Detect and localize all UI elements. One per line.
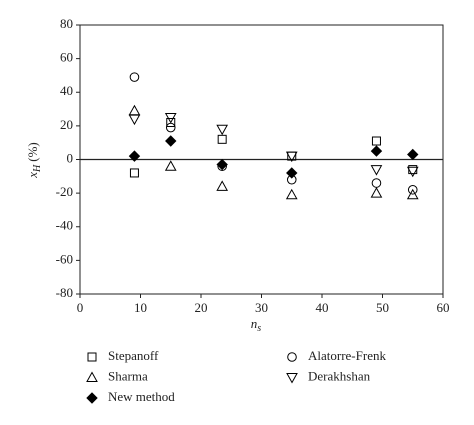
y-label-sub: H	[32, 164, 43, 173]
legend-marker	[286, 373, 298, 384]
point	[217, 161, 227, 172]
point	[216, 124, 229, 136]
point	[164, 112, 177, 124]
y-label-unit: (%)	[25, 142, 40, 162]
point	[406, 166, 419, 178]
y-tick-label: 60	[60, 50, 73, 65]
point	[285, 188, 298, 200]
point	[128, 104, 141, 116]
x-tick-label: 20	[195, 300, 208, 315]
point	[164, 160, 177, 171]
point	[406, 188, 419, 200]
legend-label: Stepanoff	[108, 348, 159, 363]
x-tick-label: 10	[134, 300, 147, 315]
point	[129, 72, 140, 82]
point	[286, 167, 298, 179]
point	[128, 114, 141, 126]
point	[407, 148, 419, 161]
point	[285, 151, 298, 163]
legend-marker	[287, 352, 297, 362]
point	[165, 135, 177, 147]
x-tick-label: 50	[376, 300, 389, 315]
point	[286, 174, 297, 185]
point	[370, 187, 383, 198]
legend-marker	[87, 352, 97, 362]
point	[217, 134, 227, 144]
legend-label: Sharma	[108, 368, 148, 383]
y-tick-label: 80	[60, 16, 73, 31]
point	[128, 150, 141, 162]
y-tick-label: -40	[56, 218, 73, 233]
legend-label: Derakhshan	[308, 368, 371, 383]
point	[407, 184, 418, 195]
x-tick-label: 60	[437, 300, 450, 315]
y-tick-label: 40	[60, 83, 73, 98]
x-label-base: n	[251, 316, 258, 331]
point	[216, 180, 229, 191]
point	[166, 118, 176, 128]
point	[371, 136, 381, 146]
point	[370, 165, 383, 176]
x-axis-label: ns	[251, 316, 262, 334]
point	[129, 168, 139, 178]
x-tick-label: 30	[255, 300, 268, 315]
y-axis-label: xH (%)	[25, 142, 43, 179]
y-label-base: x	[25, 172, 40, 179]
point	[165, 122, 176, 133]
y-tick-label: -20	[56, 184, 73, 199]
x-tick-label: 40	[316, 300, 329, 315]
point	[370, 145, 383, 157]
x-tick-label: 0	[77, 300, 84, 315]
legend-label: New method	[108, 389, 175, 404]
y-tick-label: -80	[56, 285, 73, 300]
legend-label: Alatorre-Frenk	[308, 348, 386, 363]
y-tick-label: 20	[60, 117, 73, 132]
y-tick-label: 0	[67, 150, 74, 165]
legend-marker	[86, 371, 98, 382]
y-tick-label: -60	[56, 251, 73, 266]
legend-marker	[86, 392, 98, 404]
point	[371, 178, 382, 188]
x-label-sub: s	[257, 323, 261, 334]
